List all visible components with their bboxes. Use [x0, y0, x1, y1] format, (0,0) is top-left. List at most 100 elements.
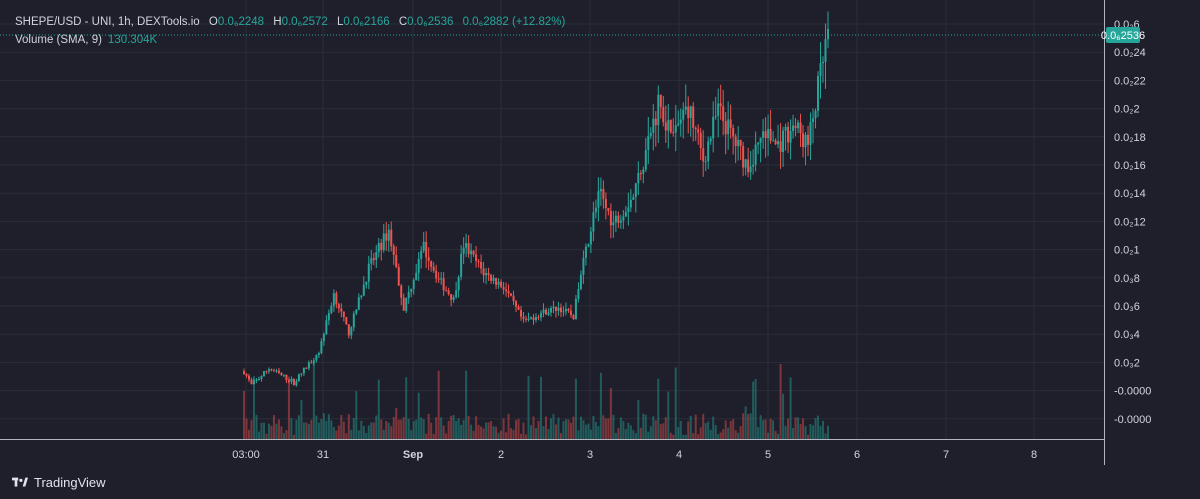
candle-body [277, 370, 280, 374]
candle-body [355, 309, 358, 314]
tradingview-brand[interactable]: TradingView [12, 475, 106, 490]
volume-bar [749, 413, 752, 439]
volume-bar [407, 418, 410, 439]
candle-body [747, 159, 750, 173]
volume-bar [647, 431, 650, 439]
candle-body [689, 106, 692, 119]
volume-bar [562, 421, 565, 439]
candle-body [440, 278, 443, 280]
volume-bar [375, 415, 378, 439]
candle-body [510, 293, 513, 296]
volume-bar [797, 417, 800, 439]
volume-bar [290, 418, 293, 439]
volume-bar [255, 415, 258, 439]
candle-body [709, 138, 712, 142]
candle-body [312, 360, 315, 364]
candle-body [482, 268, 485, 276]
candle-body [347, 324, 350, 336]
candle-body [437, 278, 440, 280]
candle-body [362, 284, 365, 296]
volume-bar [739, 426, 742, 439]
candle-body [305, 367, 308, 369]
candle-body [477, 261, 480, 263]
symbol-title: SHEPE/USD - UNI, 1h, DEXTools.io [15, 16, 200, 28]
candle-body [617, 215, 620, 223]
candle-body [342, 311, 345, 318]
candle-body [679, 119, 682, 124]
candle-body [280, 373, 283, 375]
volume-legend[interactable]: Volume (SMA, 9) 130.304K [15, 34, 157, 46]
candle-body [724, 121, 727, 135]
candle-body [757, 142, 760, 145]
volume-bar [814, 418, 817, 439]
candle-body [495, 278, 498, 285]
volume-bar [365, 432, 368, 439]
volume-bar [380, 419, 383, 439]
volume-bar [325, 420, 328, 439]
candle-body [487, 273, 490, 276]
volume-bar [510, 428, 513, 439]
volume-bar [412, 421, 415, 439]
candle-body [639, 173, 642, 175]
candle-body [402, 297, 405, 311]
volume-bar [502, 418, 505, 439]
candle-body [667, 119, 670, 131]
candle-body [702, 148, 705, 162]
volume-bar [769, 418, 772, 439]
volume-bar [722, 429, 725, 439]
candle-body [302, 367, 305, 374]
candle-body [282, 374, 285, 376]
volume-bar [779, 364, 782, 439]
time-tick-label: 2 [498, 449, 504, 461]
candle-body [325, 320, 328, 334]
volume-bar [345, 433, 348, 439]
candle-body [387, 229, 390, 241]
candle-body [330, 305, 333, 313]
volume-bar [599, 372, 602, 439]
candle-body [527, 318, 530, 320]
volume-bar [767, 432, 770, 439]
volume-bar [662, 423, 665, 439]
volume-bar [752, 381, 755, 439]
candle-body [637, 173, 640, 184]
volume-bar [500, 430, 503, 439]
volume-bar [460, 424, 463, 439]
candle-body [652, 118, 655, 133]
candle-body [694, 127, 697, 130]
price-tick-label: 0.0₂14 [1114, 188, 1146, 200]
volume-bar [777, 433, 780, 439]
candle-body [340, 308, 343, 312]
volume-bar [679, 420, 682, 439]
candle-body [365, 281, 368, 285]
candle-body [285, 374, 288, 381]
candle-body [707, 141, 710, 162]
candle-body [255, 379, 258, 381]
volume-bar [824, 433, 827, 439]
price-tick-label: -0.0000 [1114, 386, 1151, 398]
volume-label: Volume (SMA, 9) [15, 34, 102, 46]
price-tick-label: 0.0₂16 [1114, 160, 1146, 172]
candle-body [554, 306, 557, 311]
candle-body [769, 128, 772, 141]
volume-bar [744, 406, 747, 439]
volume-bar [734, 430, 737, 439]
candle-body [467, 243, 470, 255]
candle-body [602, 189, 605, 199]
candle-body [712, 116, 715, 139]
last-price-label: 0.0₆2536 [1101, 30, 1145, 42]
candle-body [407, 291, 410, 299]
volume-bar [397, 419, 400, 439]
volume-bar [687, 421, 690, 439]
candle-body [737, 139, 740, 147]
volume-bar [682, 434, 685, 439]
volume-bar [759, 415, 762, 439]
candle-body [609, 211, 612, 226]
candle-body [739, 139, 742, 147]
candle-body [759, 137, 762, 143]
volume-bar [574, 378, 577, 439]
candle-body [749, 166, 752, 173]
candle-body [814, 110, 817, 119]
volume-bar [307, 424, 310, 439]
volume-bar [579, 416, 582, 439]
